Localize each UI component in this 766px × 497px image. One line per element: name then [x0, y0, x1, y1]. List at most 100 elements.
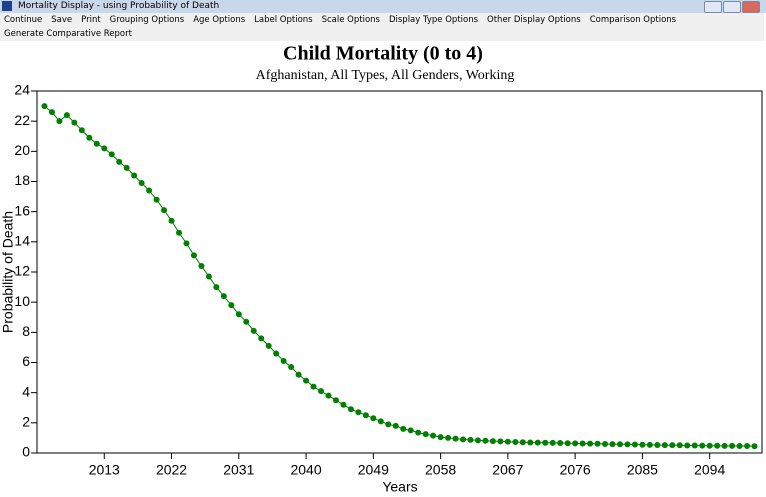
data-point	[101, 145, 108, 152]
data-point	[347, 406, 354, 413]
data-point	[497, 438, 504, 445]
data-point	[220, 293, 227, 300]
y-tick-label: 14	[14, 233, 30, 249]
data-point	[198, 262, 205, 269]
menu-item[interactable]: Grouping Options	[109, 15, 185, 25]
data-point	[190, 252, 197, 259]
data-point	[572, 440, 579, 447]
data-point	[63, 112, 70, 119]
minimize-button[interactable]	[704, 1, 722, 13]
x-tick-label: 2013	[89, 462, 120, 478]
data-point	[153, 196, 160, 203]
data-point	[168, 217, 175, 224]
app-icon	[2, 1, 12, 11]
x-tick-label: 2049	[358, 462, 389, 478]
menu-item[interactable]: Display Type Options	[388, 15, 479, 25]
data-point	[243, 318, 250, 325]
data-point	[654, 442, 661, 449]
y-tick-label: 20	[14, 142, 30, 158]
data-point	[676, 442, 683, 449]
menu-item[interactable]: Print	[81, 15, 101, 25]
data-point	[41, 103, 48, 110]
close-button[interactable]	[742, 1, 760, 13]
data-point	[609, 441, 616, 448]
x-tick-label: 2076	[560, 462, 591, 478]
menu-item[interactable]: Other Display Options	[487, 15, 581, 25]
data-point	[377, 418, 384, 425]
data-point	[131, 172, 138, 179]
data-point	[332, 397, 339, 404]
data-point	[631, 441, 638, 448]
data-point	[474, 437, 481, 444]
data-point	[205, 273, 212, 280]
data-point	[273, 350, 280, 357]
x-tick-label: 2094	[694, 462, 725, 478]
data-point	[422, 431, 429, 438]
data-point	[295, 371, 302, 378]
data-point	[213, 284, 220, 291]
data-point	[318, 388, 325, 395]
data-point	[407, 427, 414, 434]
data-point	[56, 118, 63, 125]
menu-item[interactable]: Continue	[4, 15, 43, 25]
data-point	[161, 207, 168, 214]
data-point	[265, 342, 272, 349]
data-point	[176, 229, 183, 236]
data-point	[445, 434, 452, 441]
data-point	[729, 442, 736, 449]
data-point	[661, 442, 668, 449]
y-axis-label: Probability of Death	[0, 211, 16, 333]
data-point	[86, 134, 93, 141]
menu-item[interactable]: Comparison Options	[589, 15, 677, 25]
data-point	[437, 434, 444, 441]
y-tick-label: 4	[22, 383, 30, 399]
data-point	[519, 439, 526, 446]
data-point	[303, 377, 310, 384]
data-point	[602, 440, 609, 447]
window-title: Mortality Display - using Probability of…	[18, 1, 220, 11]
menu-item[interactable]: Generate Comparative Report	[4, 29, 132, 39]
data-point	[714, 442, 721, 449]
maximize-button[interactable]	[723, 1, 741, 13]
chart-title: Child Mortality (0 to 4)	[283, 43, 483, 65]
data-point	[355, 409, 362, 416]
menu-item[interactable]: Age Options	[193, 15, 246, 25]
data-point	[250, 327, 257, 334]
data-point	[340, 401, 347, 408]
data-point	[542, 439, 549, 446]
data-point	[235, 311, 242, 318]
x-tick-label: 2040	[290, 462, 321, 478]
data-point	[736, 443, 743, 450]
data-point	[587, 440, 594, 447]
title-bar: Mortality Display - using Probability of…	[0, 0, 766, 13]
data-point	[669, 442, 676, 449]
data-point	[430, 432, 437, 439]
data-point	[362, 412, 369, 419]
x-tick-label: 2058	[425, 462, 456, 478]
menu-item[interactable]: Scale Options	[321, 15, 380, 25]
data-point	[699, 442, 706, 449]
data-point	[370, 415, 377, 422]
data-point	[549, 439, 556, 446]
data-point	[579, 440, 586, 447]
data-point	[78, 127, 85, 134]
data-point	[721, 442, 728, 449]
menu-item[interactable]: Save	[51, 15, 73, 25]
data-point	[564, 440, 571, 447]
data-point	[123, 164, 130, 171]
x-tick-label: 2067	[492, 462, 523, 478]
menu-item[interactable]: Label Options	[254, 15, 313, 25]
y-tick-label: 2	[22, 414, 30, 430]
data-point	[310, 383, 317, 390]
data-point	[684, 442, 691, 449]
data-point	[280, 357, 287, 364]
data-point	[594, 440, 601, 447]
data-point	[71, 119, 78, 126]
data-point	[527, 439, 534, 446]
data-point	[228, 302, 235, 309]
y-tick-label: 0	[22, 444, 30, 460]
x-tick-label: 2085	[627, 462, 658, 478]
data-point	[504, 438, 511, 445]
menu-bar: Continue Save Print Grouping Options Age Opt…	[0, 13, 764, 41]
y-tick-label: 22	[14, 112, 30, 128]
